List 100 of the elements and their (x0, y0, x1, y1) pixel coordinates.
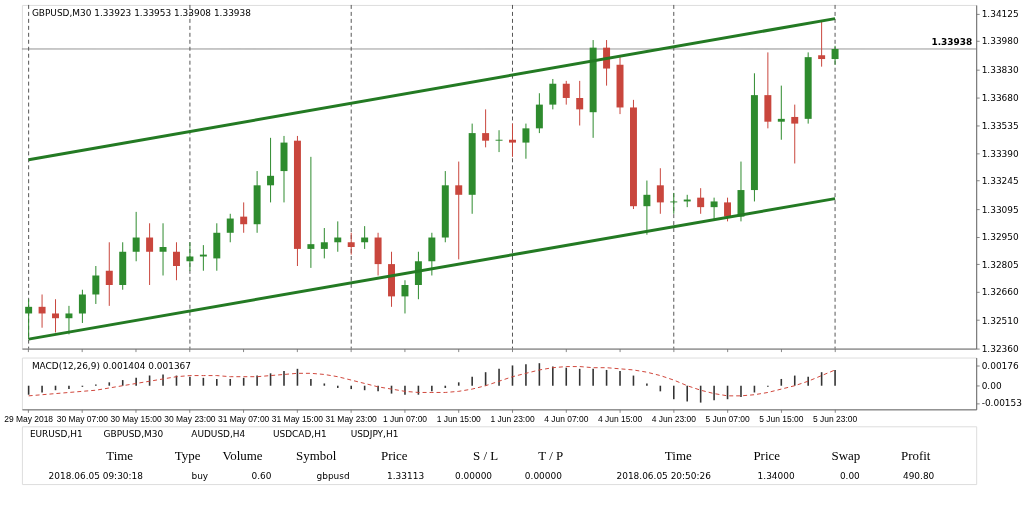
y-tick-label: 1.33245 (981, 176, 1019, 187)
y-tick-label: 1.33095 (981, 204, 1019, 215)
text: USDCAD,H1 (272, 429, 327, 440)
x-tick-label: 5 Jun 15:00 (759, 413, 804, 424)
text: USDJPY,H1 (350, 429, 399, 440)
x-tick-label: 5 Jun 07:00 (705, 413, 750, 424)
text: 2018.06.05 20:50:26 (616, 471, 712, 482)
candlestick (697, 187, 705, 215)
ref-line-label: 1.33938 (931, 37, 973, 47)
x-tick-label: 30 May 23:00 (164, 413, 216, 424)
candlestick (146, 222, 154, 286)
text: Price (381, 448, 408, 464)
y-tick-label: 1.33680 (981, 93, 1019, 104)
y-tick-label: 1.33830 (981, 64, 1019, 75)
x-tick-label: 30 May 07:00 (56, 413, 109, 424)
x-tick-label: 31 May 23:00 (325, 413, 378, 424)
text: 0.00000 (524, 471, 563, 482)
x-tick-label: 4 Jun 07:00 (544, 413, 589, 424)
x-tick-label: 30 May 15:00 (110, 413, 163, 424)
text: 1.33113 (387, 471, 425, 482)
text: Volume (222, 448, 263, 464)
candlestick (347, 232, 355, 256)
candlestick (724, 197, 732, 222)
candlestick (132, 211, 140, 262)
x-tick-label: 4 Jun 15:00 (597, 413, 643, 424)
y-tick-label: 1.32510 (981, 315, 1019, 326)
candlestick (791, 104, 799, 164)
candlestick (172, 241, 180, 281)
candlestick (240, 201, 248, 234)
candlestick (307, 156, 315, 269)
text: 2018.06.05 09:30:18 (48, 471, 144, 482)
x-tick-label: 29 May 2018 (4, 413, 54, 424)
x-tick-label: 4 Jun 23:00 (651, 413, 697, 424)
text: Type (174, 448, 201, 464)
text: 1.34000 (757, 471, 795, 482)
y-tick-label: 1.33535 (981, 120, 1019, 131)
candlestick (656, 167, 664, 215)
y-tick-label: 1.32660 (981, 287, 1019, 298)
text: 0.00000 (455, 471, 493, 482)
text: 490.80 (902, 471, 935, 482)
text: 0.60 (251, 471, 272, 482)
candlestick (159, 222, 167, 276)
text: GBPUSD,M30 (103, 429, 164, 440)
text: Profit (900, 448, 931, 464)
candlestick (562, 80, 570, 106)
text: buy (191, 471, 209, 482)
text: AUDUSD,H4 (191, 429, 246, 440)
text: Time (106, 448, 134, 464)
candlestick (576, 80, 584, 126)
candlestick (52, 298, 59, 333)
candlestick (267, 137, 275, 203)
x-tick-label: 1 Jun 15:00 (436, 413, 482, 424)
text: gbpusd (316, 471, 350, 482)
text: T / P (538, 448, 564, 464)
candlestick (818, 20, 826, 68)
candlestick (226, 213, 234, 243)
y-tick-label: 1.32805 (981, 259, 1019, 270)
text: Swap (831, 448, 861, 464)
x-tick-label: 1 Jun 23:00 (490, 413, 535, 424)
y-tick-label: 0.00176 (981, 361, 1019, 372)
text: Symbol (295, 448, 337, 464)
candlestick (831, 45, 839, 66)
y-tick-label: 1.34125 (981, 8, 1019, 19)
chart-title: GBPUSD,M30 1.33923 1.33953 1.33908 1.33938 (31, 7, 252, 18)
candlestick (78, 289, 86, 324)
candlestick (482, 108, 490, 148)
candlestick (522, 123, 530, 160)
x-tick-label: 5 Jun 23:00 (812, 413, 858, 424)
candlestick (199, 244, 207, 272)
candlestick (92, 265, 100, 305)
text: Time (664, 448, 692, 464)
y-tick-label: 1.32360 (981, 344, 1019, 355)
candlestick (670, 192, 678, 215)
y-tick-label: 1.32950 (981, 232, 1019, 243)
candlestick (401, 279, 409, 314)
x-tick-label: 31 May 07:00 (218, 413, 270, 424)
text: Price (753, 448, 781, 464)
candlestick (428, 232, 436, 276)
candlestick (777, 85, 785, 141)
candlestick (38, 293, 46, 329)
candlestick (455, 161, 463, 260)
text: S / L (472, 448, 499, 464)
y-tick-label: 0.00 (981, 381, 1002, 392)
x-tick-label: 31 May 15:00 (271, 413, 324, 424)
candlestick (495, 129, 503, 153)
text: 0.00 (839, 471, 861, 482)
y-tick-label: 1.33390 (981, 148, 1019, 159)
y-tick-label: -0.00153 (981, 398, 1022, 409)
candlestick (549, 78, 557, 110)
candlestick (535, 92, 543, 134)
candlestick (643, 180, 651, 236)
y-tick-label: 1.33980 (981, 36, 1019, 47)
chart-title: MACD(12,26,9) 0.001404 0.001367 (31, 360, 192, 371)
text: EURUSD,H1 (29, 429, 83, 440)
candlestick (25, 298, 33, 340)
candlestick (105, 241, 113, 307)
x-tick-label: 1 Jun 07:00 (382, 413, 428, 424)
candlestick (65, 305, 73, 335)
candlestick (509, 123, 516, 158)
candlestick (320, 227, 328, 259)
